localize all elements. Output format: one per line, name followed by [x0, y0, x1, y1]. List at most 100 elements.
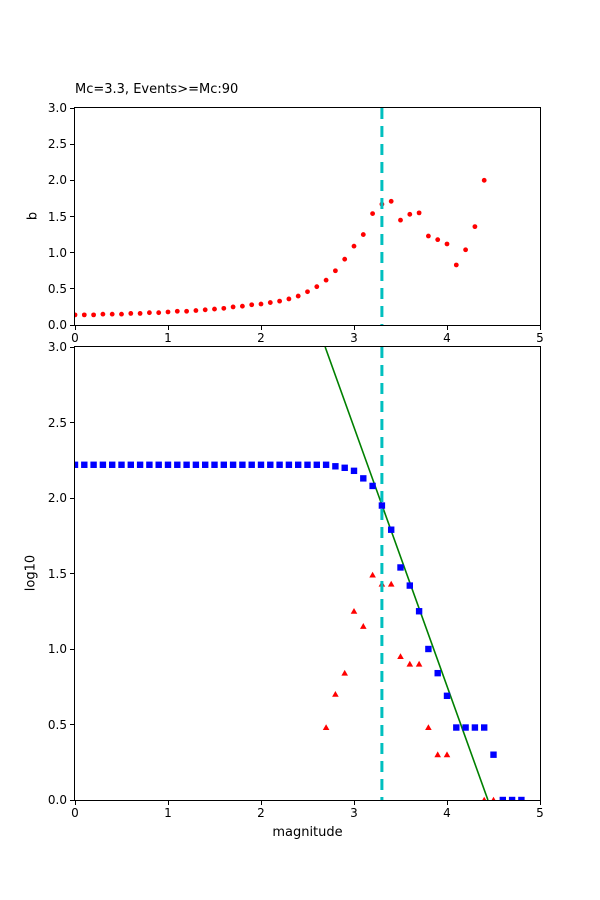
b-values-marker	[202, 307, 208, 313]
x-tick-mark	[260, 326, 262, 330]
y-tick-label: 2.5	[47, 137, 67, 152]
cumulative-event-counts-marker	[276, 461, 283, 468]
cumulative-event-counts-marker	[304, 461, 311, 468]
cumulative-event-counts-marker	[434, 669, 441, 677]
cumulative-event-counts-marker	[146, 461, 153, 468]
y-tick-mark	[70, 648, 74, 650]
y-tick-label: 1.5	[47, 209, 67, 224]
cumulative-event-counts-marker	[285, 461, 293, 468]
cumulative-event-counts-marker	[490, 751, 497, 758]
cumulative-event-counts-marker	[481, 724, 488, 731]
x-tick-label: 4	[443, 331, 451, 345]
x-tick-mark	[539, 801, 541, 805]
cumulative-event-counts-marker	[220, 461, 227, 468]
x-tick-label: 2	[257, 331, 265, 345]
per-bin-event-counts-marker	[397, 653, 404, 660]
b-values-marker	[91, 312, 96, 318]
per-bin-event-counts-marker	[360, 623, 367, 629]
cumulative-event-counts-marker	[322, 461, 330, 468]
b-values-marker	[258, 301, 264, 307]
b-values-marker	[416, 210, 422, 216]
cumulative-event-counts-marker	[462, 724, 469, 731]
x-tick-mark	[167, 801, 169, 805]
y-tick-label: 0.5	[47, 717, 67, 732]
y-tick-mark	[70, 799, 74, 801]
b-values-marker	[435, 237, 441, 243]
cumulative-event-counts	[75, 461, 525, 800]
y-tick-label: 1.5	[47, 566, 67, 581]
x-tick-label: 2	[257, 806, 265, 820]
b-values-marker	[156, 310, 162, 316]
b-values-marker	[444, 241, 450, 247]
cumulative-event-counts-marker	[127, 461, 134, 468]
cumulative-event-counts-marker	[295, 461, 302, 468]
b-values-marker	[165, 309, 171, 315]
x-tick-mark	[74, 326, 76, 330]
b-values-marker	[295, 293, 301, 299]
b-values-marker	[147, 310, 152, 316]
cumulative-event-counts-marker	[443, 692, 451, 700]
b-values-marker	[249, 302, 255, 308]
y-tick-mark	[70, 324, 74, 326]
per-bin-event-counts-marker	[491, 796, 496, 800]
cumulative-event-counts-marker	[415, 608, 423, 615]
per-bin-event-counts-marker	[332, 691, 339, 697]
b-values-marker	[370, 211, 375, 217]
cumulative-event-counts-marker	[81, 461, 88, 468]
cumulative-event-counts-marker	[248, 461, 255, 468]
cumulative-event-counts-marker	[239, 461, 246, 468]
y-tick-mark	[70, 422, 74, 423]
cumulative-event-counts-marker	[192, 461, 200, 468]
y-tick-label: 3.0	[47, 101, 67, 115]
per-bin-event-counts-marker	[425, 724, 432, 731]
top-axes	[74, 107, 541, 326]
cumulative-event-counts-marker	[257, 461, 265, 468]
bottom-axes	[74, 346, 541, 801]
b-values-marker	[314, 284, 320, 290]
y-tick-mark	[70, 724, 74, 725]
b-values	[75, 177, 487, 318]
b-values-marker	[75, 312, 78, 318]
cumulative-event-counts-marker	[109, 461, 116, 468]
cumulative-event-counts-marker	[406, 582, 413, 589]
gutenberg-richter-fit-line	[324, 347, 489, 800]
y-tick-mark	[70, 573, 74, 574]
cumulative-event-counts-marker	[369, 482, 376, 490]
b-values-marker	[398, 217, 403, 223]
b-values-marker	[360, 232, 366, 237]
cumulative-event-counts-marker	[341, 464, 348, 471]
y-tick-label: 1.0	[47, 245, 67, 260]
cumulative-event-counts-marker	[499, 796, 506, 800]
b-values-marker	[333, 268, 338, 274]
y-tick-label: 0.5	[47, 281, 67, 296]
cumulative-event-counts-marker	[360, 475, 367, 482]
b-values-marker	[81, 312, 87, 318]
x-tick-label: 0	[71, 806, 79, 820]
b-values-marker	[193, 308, 199, 313]
cumulative-event-counts-marker	[378, 502, 386, 509]
y-tick-mark	[70, 107, 74, 109]
b-values-marker	[407, 211, 413, 217]
y-tick-label: 1.0	[47, 642, 67, 656]
cumulative-event-counts-marker	[99, 461, 107, 468]
x-tick-mark	[167, 326, 169, 330]
b-values-marker	[212, 306, 217, 312]
b-values-marker	[351, 243, 357, 249]
y-tick-mark	[70, 288, 74, 290]
x-tick-label: 5	[536, 331, 544, 345]
b-values-marker	[221, 305, 227, 311]
cumulative-event-counts-marker	[425, 645, 432, 653]
x-tick-label: 3	[350, 806, 358, 820]
cumulative-event-counts-marker	[518, 796, 525, 800]
x-tick-label: 0	[71, 331, 79, 345]
per-bin-event-counts-marker	[482, 796, 487, 800]
cumulative-event-counts-marker	[397, 564, 404, 571]
b-values-marker	[481, 177, 487, 183]
b-values-marker	[119, 311, 124, 317]
per-bin-event-counts-marker	[341, 669, 348, 676]
b-values-marker	[472, 224, 478, 230]
b-values-marker	[323, 277, 329, 283]
per-bin-event-counts-marker	[369, 571, 376, 578]
y-tick-label: 2.0	[47, 491, 67, 505]
